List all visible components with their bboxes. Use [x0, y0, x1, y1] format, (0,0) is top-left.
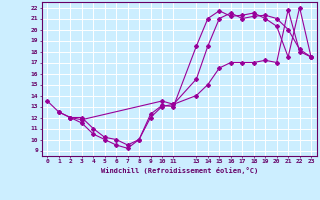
X-axis label: Windchill (Refroidissement éolien,°C): Windchill (Refroidissement éolien,°C): [100, 167, 258, 174]
